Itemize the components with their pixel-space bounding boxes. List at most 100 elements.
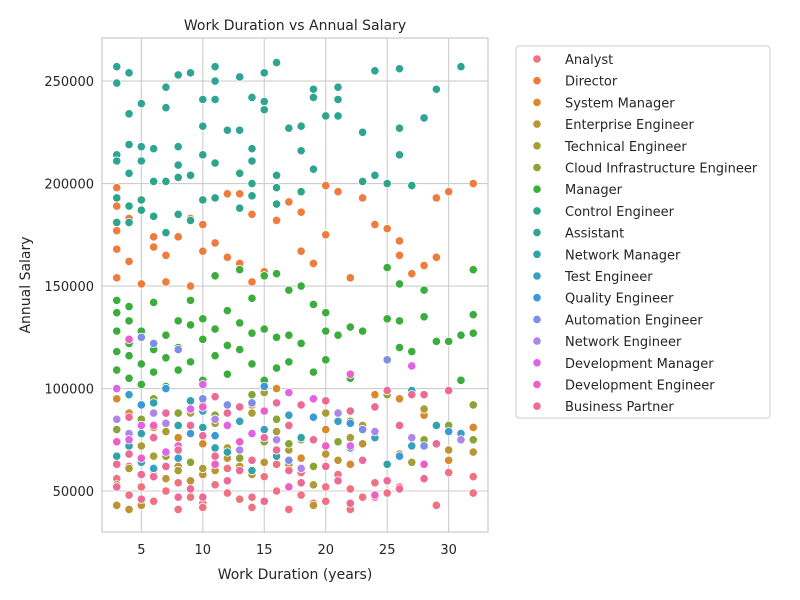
- scatter-point: [235, 344, 245, 355]
- legend-marker: [532, 379, 542, 390]
- scatter-point: [247, 359, 257, 369]
- scatter-point: [333, 455, 343, 465]
- scatter-point: [112, 459, 122, 469]
- scatter-point: [198, 492, 208, 502]
- scatter-point: [419, 390, 429, 400]
- scatter-point: [112, 183, 122, 193]
- scatter-point: [333, 94, 343, 105]
- scatter-point: [333, 408, 343, 418]
- scatter-point: [112, 308, 122, 318]
- scatter-point: [468, 400, 478, 410]
- scatter-point: [271, 215, 282, 226]
- scatter-point: [222, 306, 232, 316]
- scatter-point: [419, 441, 429, 451]
- scatter-point: [161, 418, 171, 428]
- scatter-point: [210, 193, 220, 203]
- scatter-point: [468, 472, 478, 482]
- scatter-point: [247, 92, 257, 103]
- scatter-point: [161, 228, 171, 238]
- scatter-point: [247, 293, 257, 303]
- scatter-point: [296, 146, 306, 156]
- scatter-point: [173, 344, 183, 355]
- scatter-point: [382, 385, 392, 396]
- scatter-point: [222, 340, 232, 351]
- scatter-point: [308, 164, 319, 174]
- scatter-point: [358, 455, 368, 465]
- scatter-point: [382, 178, 392, 189]
- scatter-point: [124, 463, 134, 474]
- legend-label: Director: [565, 75, 618, 90]
- y-tick-label: 50000: [53, 485, 94, 500]
- scatter-point: [382, 355, 392, 365]
- scatter-point: [284, 504, 294, 515]
- legend-label: Quality Engineer: [565, 292, 674, 307]
- scatter-point: [284, 357, 294, 367]
- scatter-point: [136, 156, 146, 166]
- legend-label: Manager: [565, 183, 623, 198]
- y-tick-label: 250000: [44, 75, 94, 90]
- scatter-point: [173, 209, 183, 219]
- scatter-point: [468, 328, 478, 338]
- scatter-point: [198, 422, 208, 433]
- scatter-point: [136, 332, 146, 342]
- scatter-point: [198, 334, 208, 344]
- scatter-point: [259, 96, 269, 107]
- legend-label: Control Engineer: [565, 205, 675, 220]
- scatter-point: [370, 219, 380, 230]
- scatter-point: [308, 258, 319, 269]
- scatter-point: [161, 330, 171, 340]
- scatter-point: [271, 398, 282, 408]
- scatter-point: [370, 170, 380, 180]
- scatter-point: [124, 168, 134, 178]
- legend-marker: [532, 336, 542, 346]
- scatter-point: [247, 144, 257, 154]
- scatter-point: [235, 203, 245, 213]
- scatter-point: [333, 437, 343, 447]
- scatter-point: [112, 326, 122, 336]
- scatter-point: [149, 297, 159, 308]
- scatter-point: [222, 488, 232, 498]
- scatter-point: [222, 189, 232, 199]
- scatter-point: [247, 191, 257, 201]
- scatter-point: [198, 379, 208, 390]
- scatter-point: [185, 320, 196, 330]
- scatter-point: [247, 465, 257, 476]
- scatter-point: [321, 230, 331, 240]
- legend-label: Development Engineer: [565, 379, 715, 394]
- scatter-point: [345, 459, 355, 469]
- scatter-point: [112, 500, 122, 510]
- scatter-point: [308, 299, 319, 310]
- scatter-point: [296, 478, 306, 488]
- scatter-point: [271, 383, 282, 394]
- scatter-point: [370, 478, 380, 488]
- scatter-point: [198, 502, 208, 513]
- scatter-point: [161, 82, 171, 92]
- scatter-point: [235, 168, 245, 178]
- scatter-point: [112, 451, 122, 461]
- scatter-point: [321, 180, 331, 191]
- scatter-point: [173, 142, 183, 152]
- scatter-point: [136, 470, 146, 480]
- scatter-point: [468, 178, 478, 189]
- scatter-point: [185, 281, 196, 291]
- scatter-point: [259, 381, 269, 392]
- scatter-point: [407, 361, 417, 371]
- scatter-point: [173, 408, 183, 418]
- scatter-point: [210, 62, 220, 72]
- y-axis-title: Annual Salary: [18, 236, 34, 333]
- scatter-point: [112, 78, 122, 88]
- scatter-point: [185, 476, 196, 486]
- scatter-point: [345, 441, 355, 451]
- x-tick-labels: 5 10 15 20 25 30: [137, 543, 457, 558]
- scatter-point: [198, 150, 208, 160]
- scatter-point: [308, 412, 319, 422]
- scatter-point: [370, 402, 380, 412]
- scatter-point: [468, 435, 478, 445]
- scatter-point: [271, 332, 282, 342]
- scatter-point: [161, 447, 171, 457]
- scatter-point: [247, 408, 257, 418]
- scatter-point: [185, 429, 196, 439]
- scatter-point: [394, 250, 405, 260]
- scatter-point: [382, 488, 392, 498]
- scatter-point: [321, 424, 331, 435]
